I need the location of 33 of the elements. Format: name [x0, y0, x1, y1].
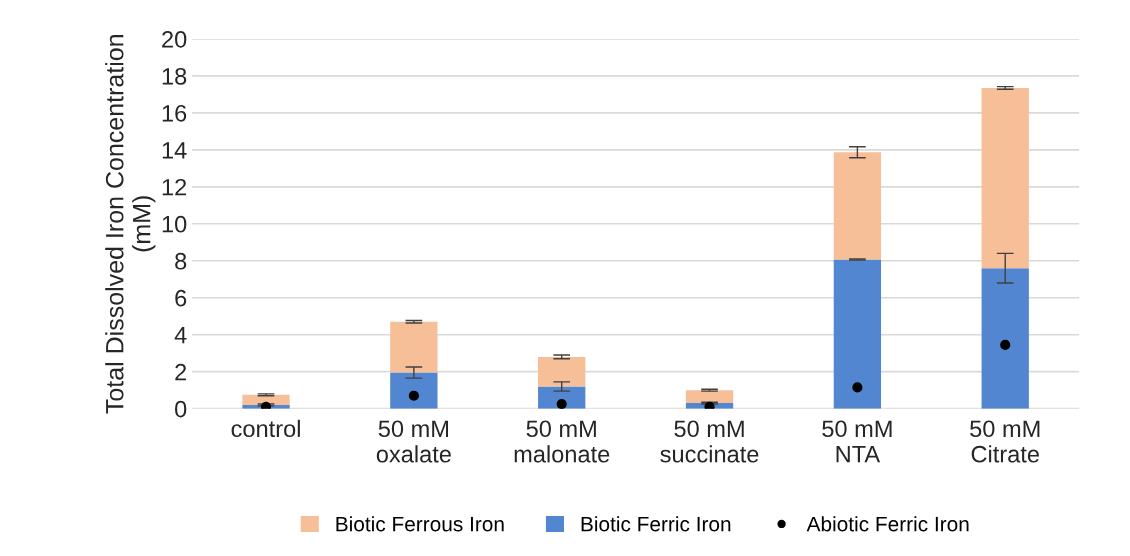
- y-tick-label: 4: [174, 327, 187, 344]
- bar: [833, 152, 882, 260]
- x-tick-label: 50 mM succinate: [660, 420, 759, 463]
- legend-label: Abiotic Ferric Iron: [806, 516, 969, 532]
- y-tick-label: 10: [162, 215, 187, 233]
- y-tick-label: 14: [162, 142, 187, 159]
- x-tick-label: control: [231, 419, 300, 438]
- y-axis-title: Total Dissolved Iron Concentration (mM): [105, 35, 156, 414]
- bar: [538, 356, 586, 387]
- y-tick-label: 12: [162, 178, 187, 196]
- legend-label: Biotic Ferric Iron: [581, 516, 731, 532]
- point: [556, 398, 567, 409]
- x-tick-label: 50 mM NTA: [822, 420, 892, 463]
- y-tick-label: 8: [175, 252, 187, 270]
- x-tick-label: 50 mM Citrate: [970, 420, 1040, 463]
- y-tick-label: 20: [162, 30, 187, 48]
- bar: [981, 87, 1029, 269]
- legend-label: Biotic Ferrous Iron: [336, 516, 504, 532]
- y-tick-label: 6: [175, 289, 187, 307]
- bar: [981, 268, 1029, 409]
- x-tick-label: 50 mM oxalate: [376, 420, 451, 463]
- y-tick-label: 0: [175, 400, 187, 418]
- bar: [390, 372, 438, 409]
- point: [852, 382, 863, 393]
- y-tick-label: 2: [175, 363, 187, 381]
- y-tick-label: 16: [162, 104, 187, 122]
- point: [1000, 339, 1011, 350]
- point: [408, 390, 419, 401]
- y-tick-label: 18: [162, 67, 187, 85]
- x-tick-label: 50 mM malonate: [514, 420, 610, 463]
- point: [704, 401, 715, 409]
- bar: [833, 259, 882, 409]
- bar: [390, 321, 438, 373]
